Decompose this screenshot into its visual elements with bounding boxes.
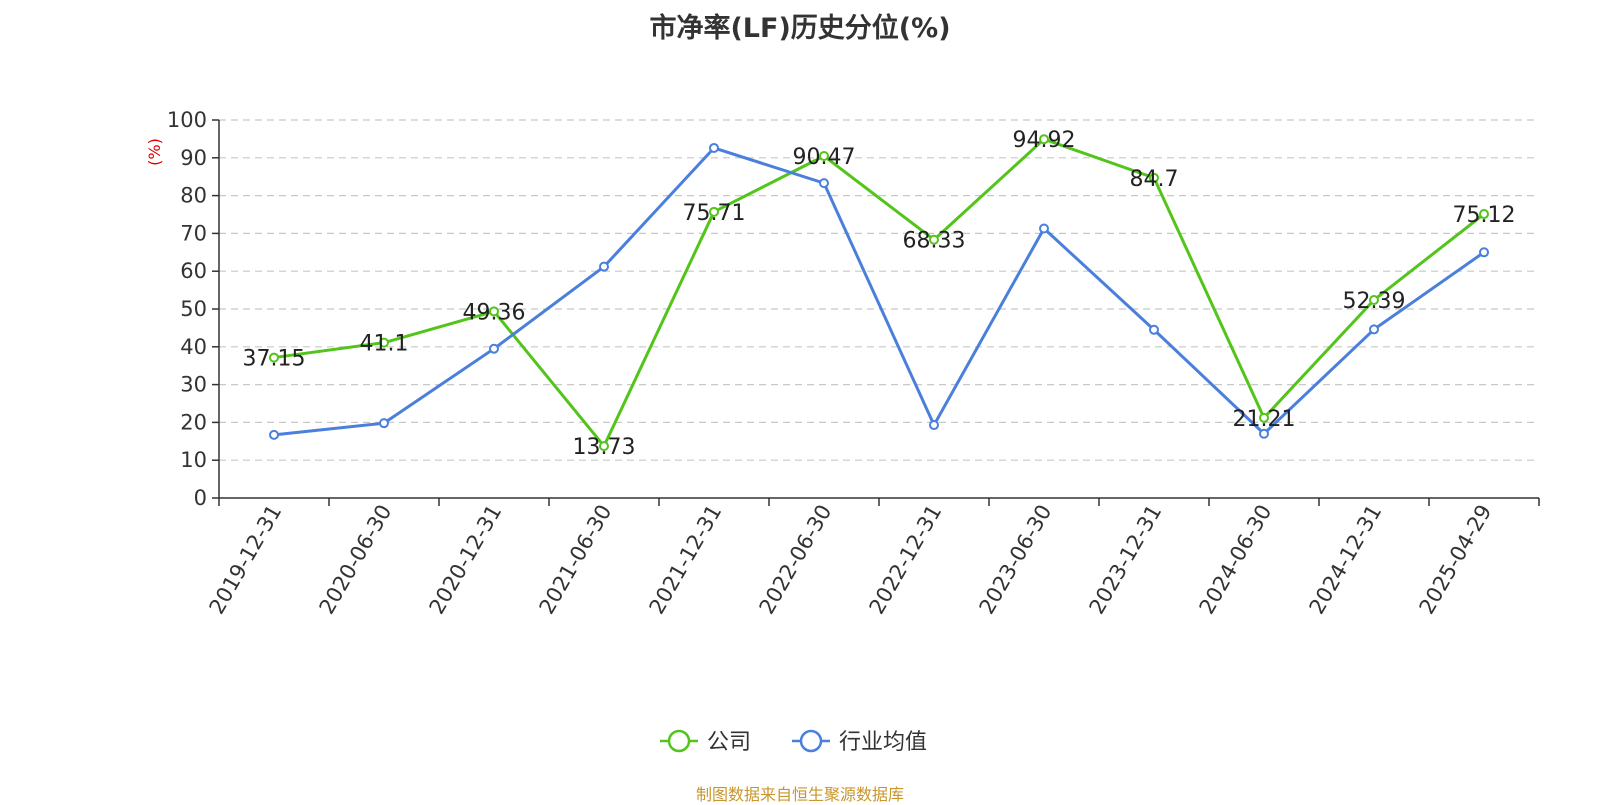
data-point[interactable] (599, 441, 609, 452)
y-tick-label: 100 (167, 108, 207, 132)
data-label: 94.92 (1013, 128, 1076, 153)
data-point[interactable] (819, 151, 829, 162)
data-label: 84.7 (1130, 167, 1179, 192)
data-point[interactable] (269, 429, 279, 440)
legend-label: 行业均值 (839, 730, 927, 755)
x-tick-label: 2020-12-31 (425, 501, 507, 619)
data-label: 90.47 (793, 145, 856, 170)
series-line-1 (273, 146, 1485, 437)
data-point[interactable] (1369, 294, 1379, 305)
data-label: 21.21 (1233, 407, 1296, 432)
x-tick-label: 2023-06-30 (975, 501, 1057, 619)
y-tick-label: 70 (180, 221, 207, 245)
y-tick-label: 0 (194, 486, 207, 510)
legend-swatch-marker (667, 729, 691, 753)
data-point[interactable] (489, 343, 499, 354)
x-tick-label: 2019-12-31 (205, 501, 287, 619)
x-tick-label: 2020-06-30 (315, 501, 397, 619)
x-tick-label: 2022-12-31 (865, 501, 947, 619)
y-tick-label: 10 (180, 448, 207, 472)
data-point[interactable] (379, 337, 389, 348)
x-tick-label: 2022-06-30 (755, 501, 837, 619)
y-tick-label: 80 (180, 184, 207, 208)
legend-label: 公司 (707, 730, 751, 755)
legend: 公司 行业均值 (660, 729, 927, 755)
data-label: 37.15 (243, 347, 306, 372)
grid-lines (219, 119, 1539, 461)
data-point[interactable] (1259, 428, 1269, 439)
series-line-0 (273, 137, 1485, 448)
data-point[interactable] (929, 420, 939, 431)
data-point[interactable] (1039, 223, 1049, 234)
data-point[interactable] (709, 142, 719, 153)
legend-item-1[interactable]: 行业均值 (792, 729, 927, 755)
data-label: 49.36 (463, 300, 526, 325)
data-label: 13.73 (573, 435, 636, 460)
axes: 0 10 20 30 40 50 60 70 80 90 100 2019-12-31 2020-06-… (167, 108, 1540, 619)
data-label: 68.33 (903, 229, 966, 254)
y-tick-label: 90 (180, 146, 207, 170)
x-tick-label: 2023-12-31 (1085, 501, 1167, 619)
data-point[interactable] (1149, 324, 1159, 335)
data-labels: 37.15 41.1 49.36 13.73 75.71 90.47 68.33 94.92 8… (243, 128, 1516, 460)
y-tick-label: 30 (180, 373, 207, 397)
data-point[interactable] (269, 352, 279, 363)
data-point[interactable] (1259, 412, 1269, 423)
source-note: 制图数据来自恒生聚源数据库 (695, 785, 904, 804)
legend-swatch-marker (799, 729, 823, 753)
data-label: 75.12 (1453, 203, 1516, 228)
data-point[interactable] (1039, 134, 1049, 145)
x-tick-label: 2025-04-29 (1415, 501, 1497, 619)
x-tick-label: 2021-06-30 (535, 501, 617, 619)
data-label: 41.1 (360, 332, 409, 357)
series (269, 134, 1489, 452)
data-point[interactable] (1479, 247, 1489, 258)
x-tick-label: 2024-06-30 (1195, 501, 1277, 619)
y-tick-label: 50 (180, 297, 207, 321)
data-point[interactable] (709, 206, 719, 217)
data-point[interactable] (819, 178, 829, 189)
y-tick-label: 20 (180, 410, 207, 434)
chart-title: 市净率(LF)历史分位(%) (649, 13, 951, 44)
data-point[interactable] (1479, 209, 1489, 220)
data-point[interactable] (379, 418, 389, 429)
data-label: 52.39 (1343, 289, 1406, 314)
legend-item-0[interactable]: 公司 (660, 729, 751, 755)
data-point[interactable] (489, 306, 499, 317)
data-point[interactable] (1369, 324, 1379, 335)
y-axis-label: (%) (145, 138, 164, 166)
data-point[interactable] (1149, 172, 1159, 183)
y-tick-label: 40 (180, 335, 207, 359)
data-point[interactable] (929, 234, 939, 245)
x-tick-label: 2021-12-31 (645, 501, 727, 619)
y-tick-label: 60 (180, 259, 207, 283)
x-tick-label: 2024-12-31 (1305, 501, 1387, 619)
data-point[interactable] (599, 261, 609, 272)
data-label: 75.71 (683, 201, 746, 226)
